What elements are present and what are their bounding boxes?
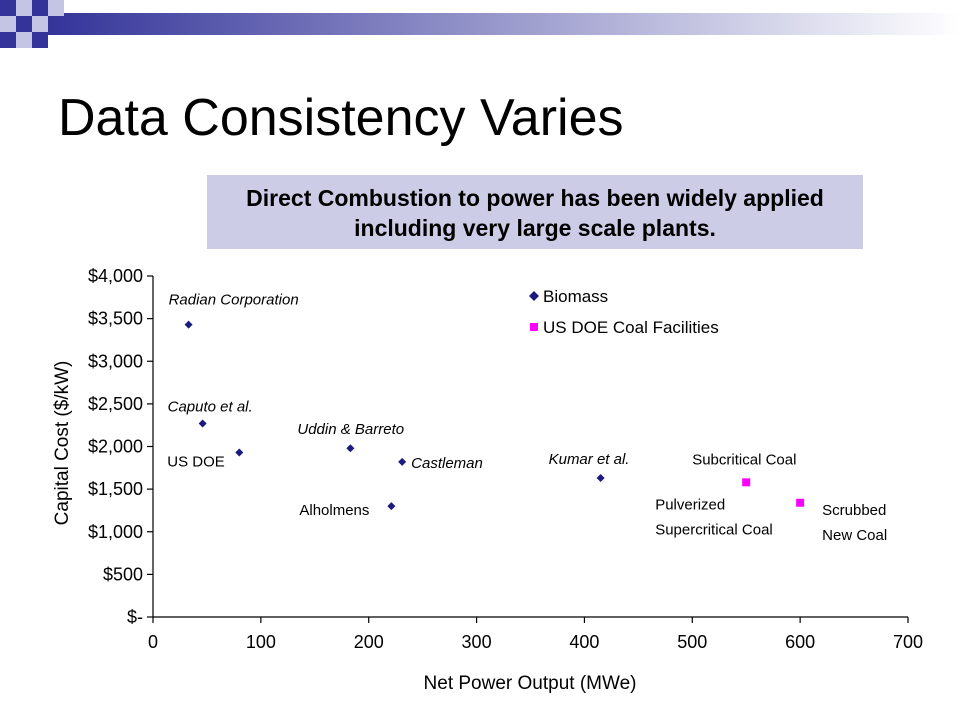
x-tick-label: 600 <box>785 632 815 652</box>
point-label: Alholmens <box>299 502 369 519</box>
scatter-chart: Net Power Output (MWe) Capital Cost ($/k… <box>52 266 923 694</box>
point-label: Scrubbed <box>822 502 886 519</box>
callout-box: Direct Combustion to power has been wide… <box>207 175 863 249</box>
y-tick-label: $2,000 <box>88 437 143 457</box>
y-tick-label: $2,500 <box>88 394 143 414</box>
y-tick-label: $1,500 <box>88 479 143 499</box>
point-label: Pulverized <box>655 496 725 513</box>
x-tick-label: 500 <box>677 632 707 652</box>
legend-label: US DOE Coal Facilities <box>543 318 719 337</box>
x-axis-title: Net Power Output (MWe) <box>424 673 637 694</box>
header-square <box>0 0 16 16</box>
y-tick-label: $4,000 <box>88 266 143 286</box>
point-label: Uddin & Barreto <box>297 421 404 438</box>
biomass-point <box>596 474 605 483</box>
biomass-point <box>346 444 355 453</box>
x-tick-label: 100 <box>246 632 276 652</box>
header-gradient-bar <box>45 13 960 35</box>
coal-point <box>742 478 751 487</box>
header-square <box>16 0 32 16</box>
x-tick-label: 300 <box>462 632 492 652</box>
y-tick-label: $3,500 <box>88 309 143 329</box>
x-tick-label: 700 <box>893 632 923 652</box>
header-square <box>32 32 48 48</box>
point-label: Supercritical Coal <box>655 521 773 538</box>
header-decoration <box>0 0 960 48</box>
x-tick-label: 400 <box>569 632 599 652</box>
x-tick-label: 200 <box>354 632 384 652</box>
header-square <box>0 32 16 48</box>
y-axis-title: Capital Cost ($/kW) <box>52 361 73 526</box>
point-label: Kumar et al. <box>549 451 630 468</box>
header-square <box>48 0 64 16</box>
biomass-point <box>387 502 396 511</box>
point-label: Subcritical Coal <box>692 451 796 468</box>
point-label: Radian Corporation <box>169 292 299 309</box>
y-tick-label: $3,000 <box>88 351 143 371</box>
point-label: New Coal <box>822 527 887 544</box>
biomass-point <box>184 320 193 329</box>
header-square <box>16 32 32 48</box>
header-square <box>32 0 48 16</box>
point-label: US DOE <box>167 453 225 470</box>
header-square <box>32 16 48 32</box>
point-label: Castleman <box>411 455 483 472</box>
header-square <box>0 16 16 32</box>
slide-title: Data Consistency Varies <box>58 89 624 147</box>
y-tick-label: $1,000 <box>88 522 143 542</box>
x-tick-label: 0 <box>148 632 158 652</box>
biomass-point <box>398 457 407 466</box>
header-square <box>16 16 32 32</box>
legend-marker-biomass <box>529 291 539 301</box>
y-tick-label: $- <box>127 607 143 627</box>
legend-marker-coal <box>530 323 538 331</box>
legend-label: Biomass <box>543 287 608 306</box>
biomass-point <box>198 419 207 428</box>
biomass-point <box>235 448 244 457</box>
point-label: Caputo et al. <box>168 398 253 415</box>
y-tick-label: $500 <box>103 564 143 584</box>
coal-point <box>796 498 805 507</box>
